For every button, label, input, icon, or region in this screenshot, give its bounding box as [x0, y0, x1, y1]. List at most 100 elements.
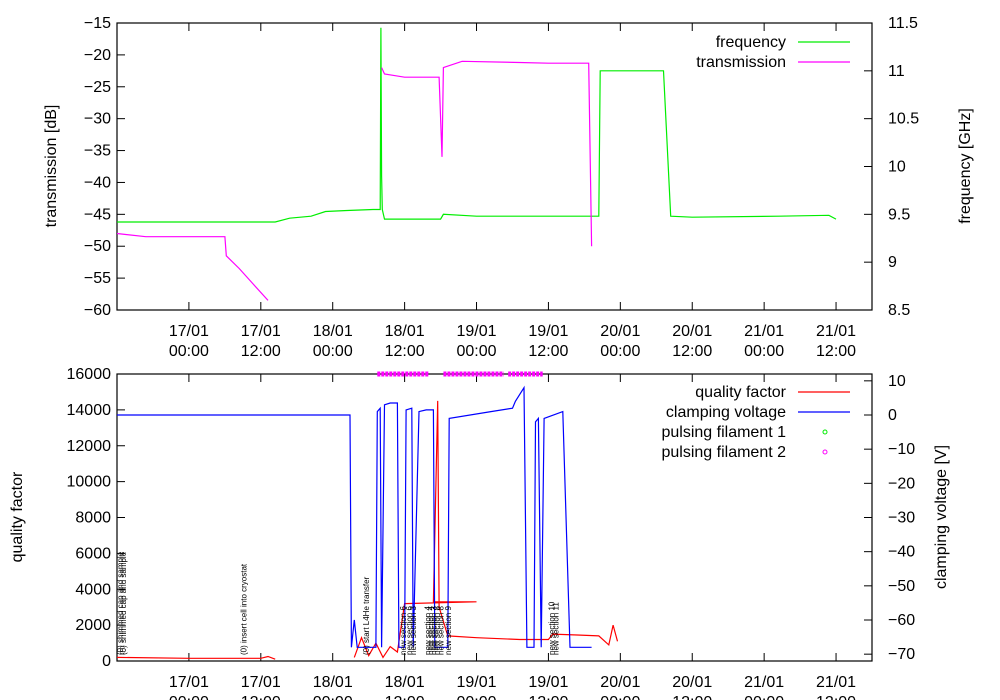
y2-tick-label: 0 [888, 407, 897, 424]
x-tick-date: 17/01 [241, 323, 281, 340]
event-annotation: new section 6 [399, 606, 408, 655]
x-tick-time: 00:00 [457, 343, 497, 360]
y-tick-label: 0 [102, 653, 111, 670]
event-annotation: new section 3 [429, 606, 438, 655]
y-axis-label: quality factor [9, 471, 26, 562]
y2-tick-label: 10.5 [888, 111, 919, 128]
y-tick-label: −15 [84, 15, 111, 32]
legend-marker [822, 449, 828, 455]
y2-tick-label: −70 [888, 646, 915, 663]
legend-label: pulsing filament 1 [661, 424, 786, 441]
x-tick-time: 00:00 [600, 694, 640, 700]
y-tick-label: −25 [84, 79, 111, 96]
y2-tick-label: 8.5 [888, 302, 910, 319]
y-tick-label: 6000 [75, 545, 111, 562]
y-tick-label: −40 [84, 174, 111, 191]
x-tick-date: 19/01 [528, 674, 568, 691]
y-tick-label: 16000 [67, 366, 112, 383]
y-tick-label: −50 [84, 238, 111, 255]
series [116, 27, 837, 301]
series-line [116, 400, 619, 660]
y-tick-label: −30 [84, 111, 111, 128]
annotations: (0) shimmed cap and sample(0) shimmed ca… [116, 551, 561, 655]
y-tick-label: 14000 [67, 402, 112, 419]
x-tick-time: 00:00 [600, 343, 640, 360]
x-tick-date: 17/01 [169, 674, 209, 691]
x-tick-time: 12:00 [528, 343, 568, 360]
x-tick-date: 21/01 [744, 323, 784, 340]
x-tick-date: 20/01 [672, 674, 712, 691]
x-tick-date: 20/01 [600, 323, 640, 340]
x-tick-date: 20/01 [600, 674, 640, 691]
x-tick-time: 12:00 [241, 694, 281, 700]
legend: quality factor clamping voltage pulsing fi… [661, 384, 850, 461]
x-tick-date: 19/01 [528, 323, 568, 340]
legend-label: frequency [716, 34, 786, 51]
event-annotation: new section 9 [444, 606, 453, 655]
x-tick-date: 17/01 [241, 674, 281, 691]
y2-tick-label: −60 [888, 612, 915, 629]
y-tick-label: −55 [84, 270, 111, 287]
series-line [116, 60, 593, 301]
ticks: −15 −20 −25 −30 −35 −40 −45 −50 −55 −60 11.5 11 10.5… [84, 15, 919, 360]
series [116, 371, 619, 660]
x-tick-time: 12:00 [672, 343, 712, 360]
x-tick-date: 18/01 [313, 674, 353, 691]
event-annotation: new section 6 [405, 606, 414, 655]
event-annotation: new section 10 [547, 601, 556, 655]
y2-tick-label: −10 [888, 441, 915, 458]
x-tick-time: 12:00 [241, 343, 281, 360]
x-tick-time: 00:00 [313, 343, 353, 360]
y2-tick-label: −20 [888, 475, 915, 492]
y-tick-label: 12000 [67, 438, 112, 455]
transmission-frequency-chart: transmission [dB] frequency [GHz] −15 −20… [43, 15, 974, 360]
y-tick-label: −45 [84, 206, 111, 223]
x-tick-date: 21/01 [816, 323, 856, 340]
y2-tick-label: 10 [888, 373, 906, 390]
y-tick-label: −35 [84, 143, 111, 160]
legend-label: quality factor [695, 384, 786, 401]
x-tick-time: 00:00 [169, 343, 209, 360]
event-annotation: new section 3 [409, 606, 418, 655]
x-tick-time: 12:00 [528, 694, 568, 700]
x-tick-time: 00:00 [744, 343, 784, 360]
y-tick-label: −20 [84, 47, 111, 64]
quality-factor-voltage-chart: quality factor clamping voltage [V] 0 200… [9, 366, 950, 700]
x-tick-time: 00:00 [457, 694, 497, 700]
y-axis-label: transmission [dB] [43, 105, 60, 228]
event-annotation: (0) start L4He transfer [362, 576, 371, 655]
y-tick-label: −60 [84, 302, 111, 319]
legend-label: transmission [696, 54, 786, 71]
y2-tick-label: 9 [888, 254, 897, 271]
event-annotation: (0) insert cell into cryostat [240, 563, 249, 655]
x-tick-time: 12:00 [385, 343, 425, 360]
x-tick-date: 19/01 [457, 323, 497, 340]
x-tick-time: 00:00 [169, 694, 209, 700]
y2-tick-label: −30 [888, 510, 915, 527]
y2-tick-label: 10 [888, 159, 906, 176]
legend-label: clamping voltage [666, 404, 786, 421]
x-tick-date: 19/01 [457, 674, 497, 691]
event-annotation: (0) shimmed cap and sample [119, 551, 128, 655]
x-tick-time: 12:00 [385, 694, 425, 700]
y2-tick-label: −50 [888, 578, 915, 595]
ticks: 0 2000 4000 6000 8000 10000 12000 14000 16000 10 0… [67, 366, 916, 700]
y-tick-label: 2000 [75, 617, 111, 634]
x-tick-date: 18/01 [313, 323, 353, 340]
y-tick-label: 4000 [75, 581, 111, 598]
x-tick-time: 00:00 [744, 694, 784, 700]
legend: frequency transmission [696, 34, 850, 71]
event-annotation: new section 8 [432, 606, 441, 655]
event-annotation: new section 8 [437, 606, 446, 655]
event-annotation: new section 4 [424, 606, 433, 655]
x-tick-time: 12:00 [816, 343, 856, 360]
x-tick-date: 18/01 [385, 674, 425, 691]
x-tick-time: 00:00 [313, 694, 353, 700]
x-tick-date: 21/01 [744, 674, 784, 691]
y2-axis-label: clamping voltage [V] [933, 445, 950, 589]
event-annotation: new section 11 [552, 602, 561, 655]
series-line [117, 385, 592, 648]
legend-marker [822, 429, 828, 435]
event-annotation: (0) shimmed cap and sample [116, 551, 125, 655]
